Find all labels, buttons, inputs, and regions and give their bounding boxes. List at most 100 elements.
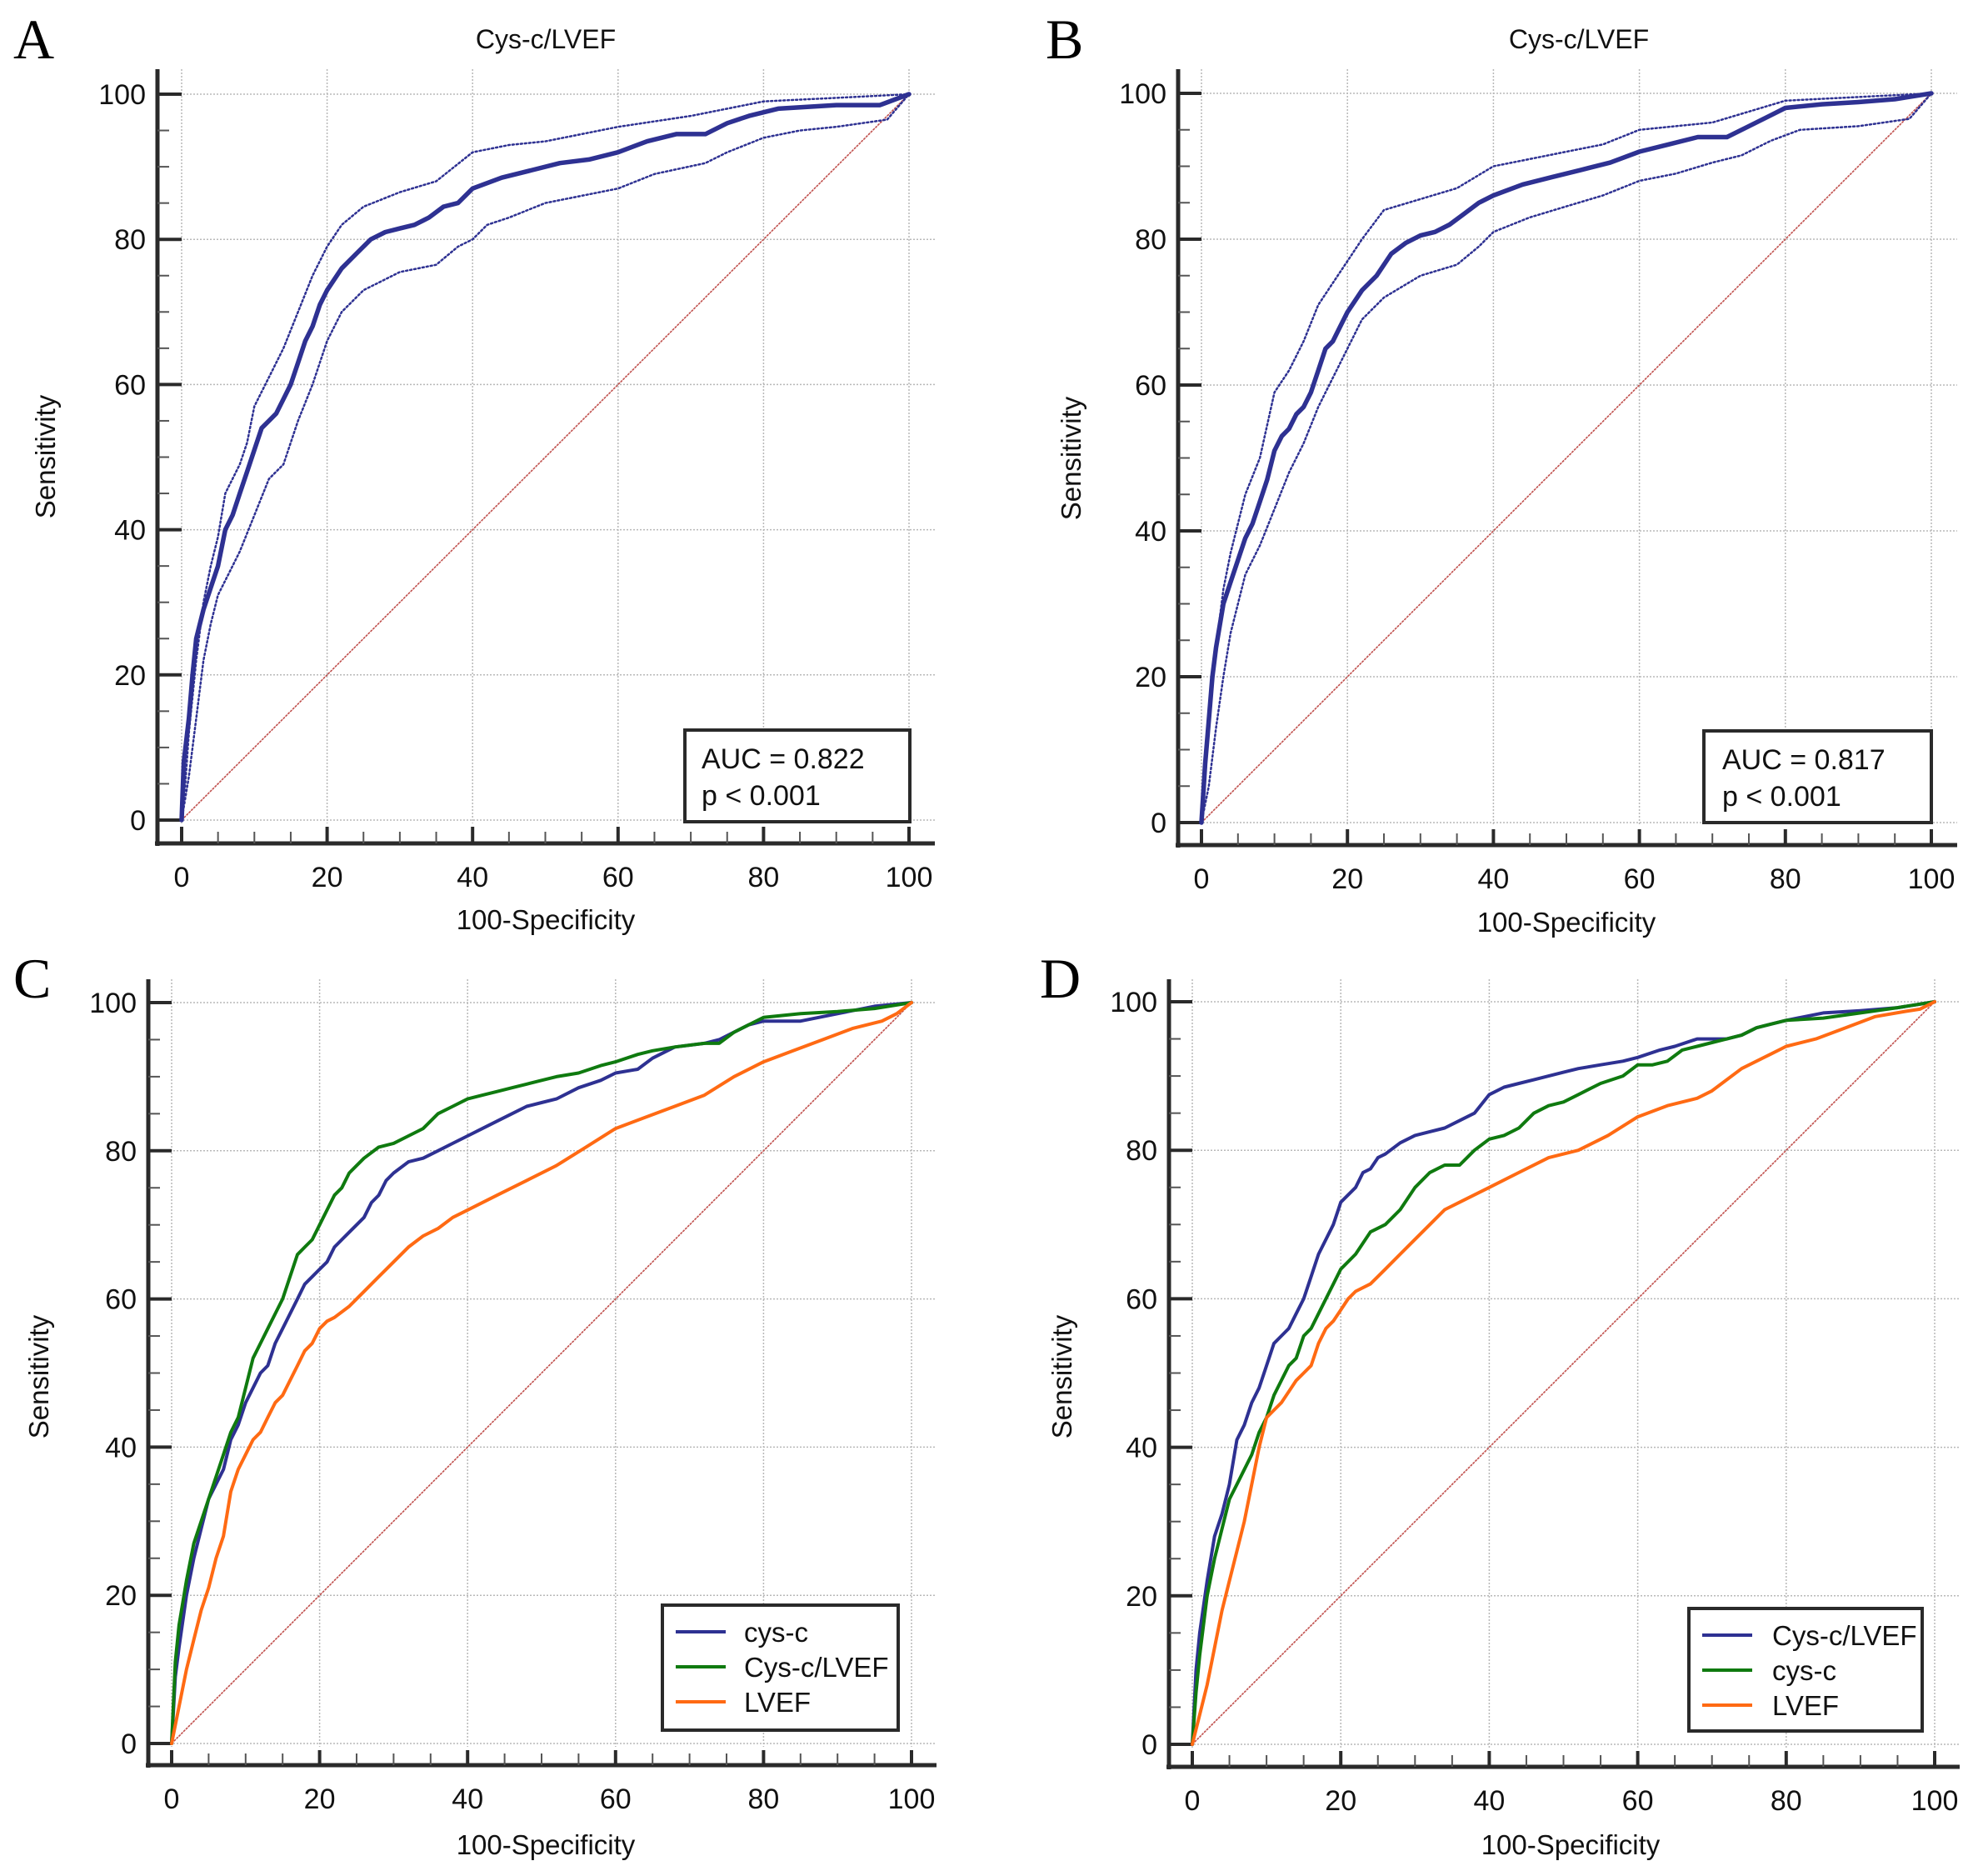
panel-b-x-axis-label: 100-Specificity (1477, 907, 1656, 938)
panel-b-reference-line (1201, 93, 1932, 823)
panel-a-x-tick-label: 100 (886, 862, 933, 893)
panel-b-y-axis-label: Sensitivity (1056, 396, 1086, 520)
panel-c-x-tick-label: 40 (452, 1783, 483, 1815)
panel-c-legend-label-3: LVEF (744, 1687, 811, 1718)
panel-d-legend-label-1: Cys-c/LVEF (1772, 1620, 1917, 1651)
panel-b-y-tick-label: 100 (1119, 78, 1166, 110)
panel-d-y-tick-label: 80 (1126, 1135, 1157, 1167)
panel-a-series-cys-c-lvef (179, 92, 912, 823)
panel-a-y-tick-label: 60 (114, 369, 146, 401)
panel-c-x-tick-label: 100 (888, 1783, 936, 1815)
panel-a-plot-area: 0 20 40 60 80 100 0 20 40 60 80 100 (98, 69, 935, 893)
panel-a-y-tick-label: 40 (114, 515, 146, 547)
panel-d-y-tick-label: 60 (1126, 1283, 1157, 1315)
panel-letter-d: D (1040, 947, 1081, 1010)
panel-d-legend-label-3: LVEF (1772, 1690, 1839, 1721)
panel-c-reference-line (171, 1002, 912, 1744)
panel-d-x-tick-label: 60 (1622, 1785, 1654, 1817)
panel-letter-c: C (13, 947, 51, 1010)
panel-a-x-tick-label: 80 (747, 862, 779, 893)
panel-d-series-cys-c-lvef (1191, 1000, 1936, 1746)
panel-c-x-tick-label: 20 (304, 1783, 336, 1815)
panel-b-series-upper-95-ci (1200, 92, 1933, 824)
panel-b-series-cys-c-lvef (1199, 91, 1934, 825)
panel-b-x-tick-label: 60 (1624, 863, 1656, 895)
panel-c-x-tick-label: 60 (600, 1783, 632, 1815)
panel-d: D 100-Specificity Sensitivity 0 20 40 60 80 1… (1040, 947, 1960, 1860)
panel-b-x-tick-label: 100 (1908, 863, 1956, 895)
panel-a: A Cys-c/LVEF 100-Specificity Sensitivity… (13, 8, 935, 935)
panel-d-x-tick-label: 40 (1473, 1785, 1505, 1817)
panel-b-plot-area: 0 20 40 60 80 100 0 20 40 60 80 100 (1119, 69, 1957, 895)
panel-d-x-axis-label: 100-Specificity (1481, 1829, 1661, 1860)
panel-c-y-tick-label: 60 (105, 1284, 137, 1316)
panel-a-y-tick-label: 100 (98, 79, 146, 111)
panel-c-plot-area: 0 20 40 60 80 100 0 20 40 60 80 100 (89, 979, 937, 1815)
panel-a-x-tick-label: 40 (457, 862, 488, 893)
panel-a-auc-box-frame (683, 728, 912, 823)
panel-d-y-tick-label: 40 (1126, 1433, 1157, 1464)
panel-c-legend-label-2: Cys-c/LVEF (744, 1652, 889, 1683)
panel-d-legend: Cys-c/LVEF cys-c LVEF (1687, 1607, 1924, 1733)
panel-a-x-tick-label: 20 (312, 862, 343, 893)
panel-b-y-tick-label: 20 (1135, 662, 1166, 693)
panel-c-x-axis-label: 100-Specificity (457, 1829, 636, 1860)
panel-a-auc-value: AUC = 0.822 (702, 743, 865, 775)
panel-c-y-tick-label: 0 (121, 1728, 137, 1760)
panel-a-y-axis-label: Sensitivity (30, 394, 61, 518)
panel-c-y-tick-label: 80 (105, 1136, 137, 1168)
panel-letter-b: B (1046, 8, 1083, 71)
panel-d-x-tick-label: 100 (1911, 1785, 1959, 1817)
panel-a-y-tick-label: 0 (130, 805, 146, 837)
panel-c-y-tick-label: 20 (105, 1580, 137, 1612)
panel-c-series-cys-c (170, 1001, 913, 1745)
panel-a-y-tick-label: 20 (114, 660, 146, 692)
panel-c-legend: cys-c Cys-c/LVEF LVEF (661, 1603, 900, 1732)
panel-b-auc-box: AUC = 0.817 p < 0.001 (1702, 729, 1933, 824)
panel-a-reference-line (181, 93, 910, 821)
panel-b-x-tick-label: 40 (1477, 863, 1509, 895)
panel-a-y-tick-label: 80 (114, 224, 146, 256)
panel-b-y-tick-label: 80 (1135, 224, 1166, 256)
panel-d-y-axis-label: Sensitivity (1046, 1314, 1077, 1438)
panel-a-x-axis-label: 100-Specificity (457, 904, 636, 935)
panel-a-x-tick-label: 60 (602, 862, 634, 893)
panel-a-series-upper-95-ci (180, 93, 911, 822)
panel-b-auc-box-frame (1702, 729, 1933, 824)
panel-d-y-tick-label: 20 (1126, 1581, 1157, 1613)
panel-b-series-lower-95-ci (1200, 92, 1933, 824)
panel-c-legend-label-1: cys-c (744, 1617, 808, 1648)
panel-letter-a: A (13, 8, 54, 71)
panel-b-y-tick-label: 60 (1135, 370, 1166, 402)
panel-d-x-tick-label: 0 (1185, 1785, 1201, 1817)
panel-c-y-tick-label: 40 (105, 1432, 137, 1463)
panel-d-y-tick-label: 0 (1141, 1729, 1157, 1761)
panel-a-auc-box: AUC = 0.822 p < 0.001 (683, 728, 912, 823)
panel-c-x-tick-label: 0 (164, 1783, 180, 1815)
panel-d-reference-line (1191, 1001, 1936, 1745)
panel-c-y-axis-label: Sensitivity (23, 1314, 54, 1438)
panel-b-auc-value: AUC = 0.817 (1722, 744, 1886, 776)
panel-d-series-cys-c (1191, 1000, 1936, 1746)
panel-c-x-tick-label: 80 (747, 1783, 779, 1815)
panel-b: B Cys-c/LVEF 100-Specificity Sensitivity… (1046, 8, 1957, 938)
panel-b-title: Cys-c/LVEF (1509, 24, 1649, 54)
panel-b-x-tick-label: 80 (1770, 863, 1801, 895)
panel-d-x-tick-label: 20 (1325, 1785, 1356, 1817)
panel-c-series-cys-c-lvef (170, 1001, 913, 1745)
panel-b-y-tick-label: 40 (1135, 516, 1166, 548)
panel-d-series-lvef (1191, 1000, 1936, 1746)
panel-c: C 100-Specificity Sensitivity 0 20 40 60 80 1… (13, 947, 937, 1860)
panel-d-y-tick-label: 100 (1110, 987, 1157, 1018)
panel-a-x-tick-label: 0 (174, 862, 190, 893)
panel-b-y-tick-label: 0 (1151, 808, 1166, 839)
panel-a-p-value: p < 0.001 (702, 780, 821, 812)
panel-d-x-tick-label: 80 (1771, 1785, 1802, 1817)
panel-c-y-tick-label: 100 (89, 988, 137, 1019)
panel-d-legend-label-2: cys-c (1772, 1655, 1836, 1686)
panel-a-series-lower-95-ci (180, 93, 911, 822)
panel-c-series-lvef (170, 1001, 913, 1745)
panel-a-title: Cys-c/LVEF (476, 24, 616, 54)
panel-b-p-value: p < 0.001 (1722, 781, 1841, 813)
